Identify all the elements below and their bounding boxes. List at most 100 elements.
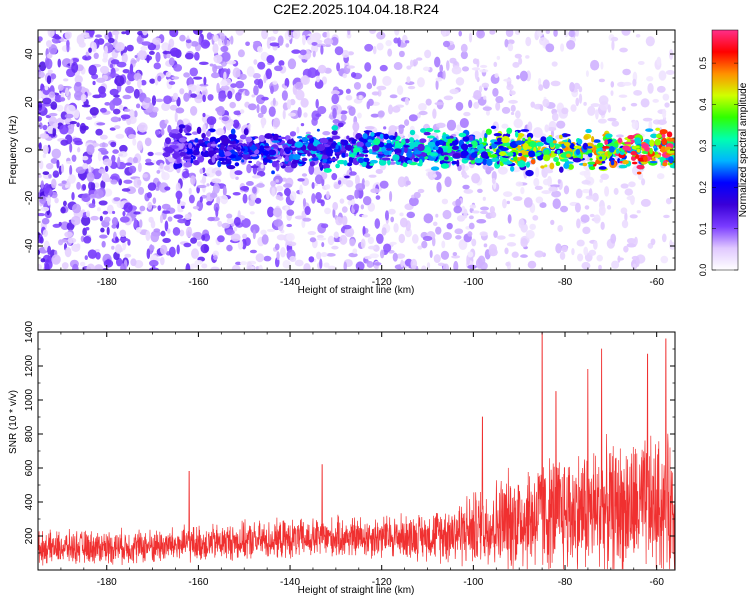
- heatmap-blob: [345, 179, 354, 188]
- heatmap-blob: [281, 90, 288, 101]
- heatmap-band-blob: [163, 165, 171, 171]
- heatmap-band-blob: [394, 131, 398, 138]
- heatmap-blob: [505, 261, 511, 267]
- heatmap-band-blob: [412, 141, 420, 148]
- heatmap-blob: [553, 30, 558, 37]
- heatmap-blob: [456, 215, 466, 222]
- heatmap-band-blob: [362, 149, 369, 154]
- heatmap-blob: [305, 131, 311, 135]
- heatmap-blob: [569, 81, 575, 93]
- heatmap-band-blob: [277, 136, 287, 140]
- heatmap-blob: [446, 222, 453, 230]
- heatmap-blob: [668, 49, 674, 60]
- heatmap-blob: [54, 197, 59, 204]
- heatmap-blob: [203, 76, 207, 86]
- heatmap-blob: [212, 250, 219, 258]
- heatmap-blob: [300, 123, 305, 127]
- heatmap-band-blob: [352, 147, 361, 153]
- heatmap-band-blob: [331, 135, 341, 140]
- heatmap-blob: [421, 240, 428, 249]
- heatmap-blob: [613, 187, 619, 195]
- heatmap-blob: [557, 179, 561, 184]
- heatmap-blob: [555, 243, 562, 254]
- heatmap-blob: [38, 174, 42, 178]
- heatmap-blob: [412, 59, 419, 66]
- heatmap-blob: [610, 81, 615, 88]
- heatmap-blob: [316, 234, 324, 239]
- heatmap-blob: [505, 30, 514, 38]
- heatmap-blob: [239, 109, 245, 114]
- heatmap-blob: [315, 75, 321, 83]
- heatmap-blob: [92, 142, 100, 147]
- heatmap-band-blob: [331, 130, 338, 136]
- heatmap-blob: [168, 57, 175, 66]
- heatmap-blob: [38, 212, 46, 217]
- heatmap-blob: [147, 201, 153, 210]
- heatmap-blob: [215, 128, 225, 136]
- heatmap-blob: [150, 220, 156, 229]
- heatmap-blob: [176, 244, 180, 255]
- heatmap-blob: [60, 111, 68, 120]
- heatmap-band-blob: [258, 134, 266, 142]
- heatmap-blob: [169, 30, 179, 38]
- heatmap-blob: [619, 47, 628, 53]
- heatmap-blob: [60, 206, 66, 214]
- heatmap-blob: [539, 104, 544, 112]
- heatmap-blob: [147, 182, 157, 191]
- heatmap-blob: [467, 251, 474, 258]
- heatmap-blob: [261, 117, 265, 129]
- heatmap-blob: [301, 219, 306, 229]
- heatmap-band-blob: [250, 154, 258, 157]
- heatmap-blob: [260, 104, 267, 115]
- heatmap-blob: [272, 97, 276, 106]
- heatmap-band-blob: [530, 159, 536, 165]
- heatmap-blob: [235, 80, 245, 89]
- heatmap-blob: [551, 112, 559, 122]
- heatmap-blob: [514, 53, 522, 59]
- heatmap-blob: [593, 240, 598, 250]
- heatmap-band-blob: [514, 131, 519, 138]
- heatmap-blob: [251, 175, 262, 179]
- heatmap-blob: [200, 243, 210, 254]
- heatmap-blob: [60, 139, 69, 146]
- heatmap-blob: [482, 106, 492, 111]
- heatmap-blob: [101, 240, 106, 248]
- heatmap-blob: [192, 205, 200, 210]
- heatmap-blob: [121, 188, 131, 192]
- heatmap-blob: [442, 232, 452, 241]
- heatmap-blob: [69, 142, 73, 153]
- heatmap-band-blob: [456, 159, 460, 167]
- heatmap-blob: [196, 184, 207, 189]
- heatmap-band-blob: [423, 131, 431, 136]
- heatmap-blob: [127, 156, 133, 164]
- heatmap-blob: [617, 255, 621, 263]
- heatmap-y-ticks: -40 -20 0 20 40: [24, 29, 675, 271]
- heatmap-band-blob: [351, 139, 357, 145]
- heatmap-band-blob: [485, 128, 492, 135]
- heatmap-blob: [656, 173, 665, 180]
- heatmap-blob: [93, 52, 99, 59]
- heatmap-blob: [199, 83, 209, 87]
- heatmap-blob: [179, 34, 186, 42]
- heatmap-blob: [52, 223, 61, 228]
- heatmap-blob: [189, 67, 199, 77]
- heatmap-blob: [83, 236, 92, 244]
- heatmap-blob: [624, 188, 634, 196]
- heatmap-blob: [341, 49, 350, 58]
- heatmap-blob: [164, 119, 169, 124]
- heatmap-blob: [146, 248, 151, 260]
- heatmap-blob: [366, 261, 374, 268]
- heatmap-blob: [411, 234, 419, 244]
- heatmap-blob: [178, 229, 185, 237]
- y-tick-label: 40: [24, 48, 35, 60]
- heatmap-blob: [46, 195, 51, 206]
- heatmap-band-blob: [319, 137, 329, 144]
- heatmap-blob: [370, 113, 380, 118]
- heatmap-blob: [80, 125, 89, 131]
- heatmap-band-blob: [309, 161, 316, 167]
- x-tick-label: -160: [188, 577, 208, 588]
- heatmap-blob: [41, 217, 50, 225]
- heatmap-blob: [104, 45, 109, 54]
- heatmap-blob: [320, 223, 329, 229]
- heatmap-band-blob: [164, 137, 171, 145]
